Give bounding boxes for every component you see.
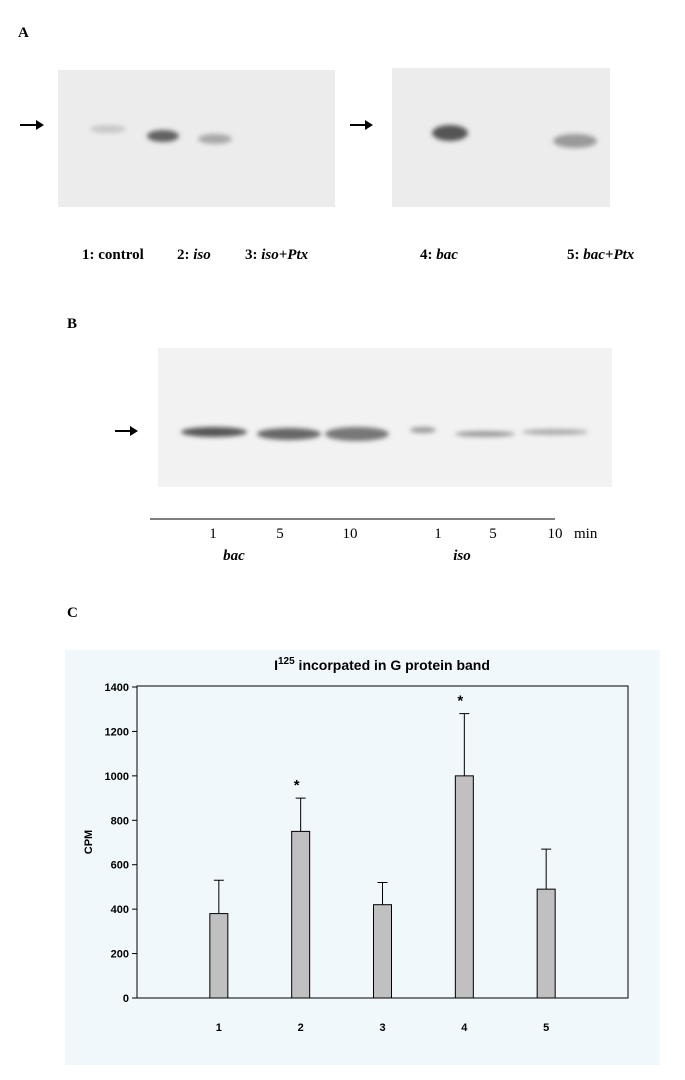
error-bar: [541, 848, 552, 890]
x-tick-label: 2: [298, 1022, 304, 1034]
x-tick-label: 1: [216, 1022, 222, 1034]
y-tick-label: 1200: [105, 726, 129, 738]
unit-label: min: [574, 526, 598, 542]
bar: [454, 775, 474, 999]
panel-label: C: [67, 605, 78, 621]
group-label: bac: [223, 548, 245, 564]
title-text: incorpated in G protein band: [295, 657, 490, 673]
chart-title: I125 incorpated in G protein band: [274, 656, 490, 673]
lane-text: iso: [193, 247, 211, 263]
arrow: [20, 120, 44, 130]
error-bar: [377, 881, 388, 905]
lane-label: 4: bac: [420, 247, 458, 263]
x-tick-label: 3: [379, 1022, 385, 1034]
lane-number: 4:: [420, 247, 433, 263]
title-superscript: 125: [278, 656, 295, 667]
x-tick-label: 4: [461, 1022, 468, 1034]
lane-number: 3:: [245, 247, 258, 263]
error-bar: [295, 797, 306, 832]
y-tick-label: 600: [111, 860, 129, 872]
bands: [181, 427, 588, 441]
panel-label: B: [67, 316, 77, 332]
panel-label: A: [18, 25, 29, 41]
y-tick-label: 800: [111, 815, 129, 827]
lane-text: bac: [436, 247, 458, 263]
lane-text: iso+Ptx: [261, 247, 308, 263]
time-label: 10: [343, 526, 358, 542]
blot: [158, 348, 612, 487]
time-label: 1: [434, 526, 442, 542]
lane-number: 1:: [82, 247, 95, 263]
time-label: 1: [209, 526, 217, 542]
bar: [209, 913, 229, 999]
error-bar: [213, 879, 224, 914]
y-tick-label: 200: [111, 949, 129, 961]
error-bar: [459, 713, 470, 776]
lane-number: 2:: [177, 247, 190, 263]
blot: [58, 70, 335, 207]
arrow: [115, 426, 138, 436]
time-label: 5: [489, 526, 497, 542]
lane-label: 3: iso+Ptx: [245, 247, 309, 263]
x-tick-label: 5: [543, 1022, 549, 1034]
y-axis-label: CPM: [83, 830, 95, 854]
chart-background: [65, 650, 660, 1065]
bands: [90, 125, 597, 148]
annotation: *: [457, 693, 463, 710]
y-tick-label: 1400: [105, 682, 129, 694]
arrow: [350, 120, 373, 130]
lane-text: control: [98, 247, 144, 263]
group-label: iso: [453, 548, 471, 564]
time-label: 10: [548, 526, 563, 542]
bar: [373, 904, 392, 999]
lane-label: 5: bac+Ptx: [567, 247, 635, 263]
bar: [536, 888, 556, 999]
lane-number: 5:: [567, 247, 580, 263]
title-text: I: [274, 657, 278, 673]
time-label: 5: [276, 526, 284, 542]
annotation: *: [294, 777, 300, 794]
lane-label: 2: iso: [177, 247, 211, 263]
lane-label: 1: control: [82, 247, 144, 263]
lane-text: bac+Ptx: [583, 247, 635, 263]
y-tick-label: 0: [123, 993, 129, 1005]
y-tick-label: 1000: [105, 771, 129, 783]
y-tick-label: 400: [111, 904, 129, 916]
bar: [291, 830, 311, 999]
